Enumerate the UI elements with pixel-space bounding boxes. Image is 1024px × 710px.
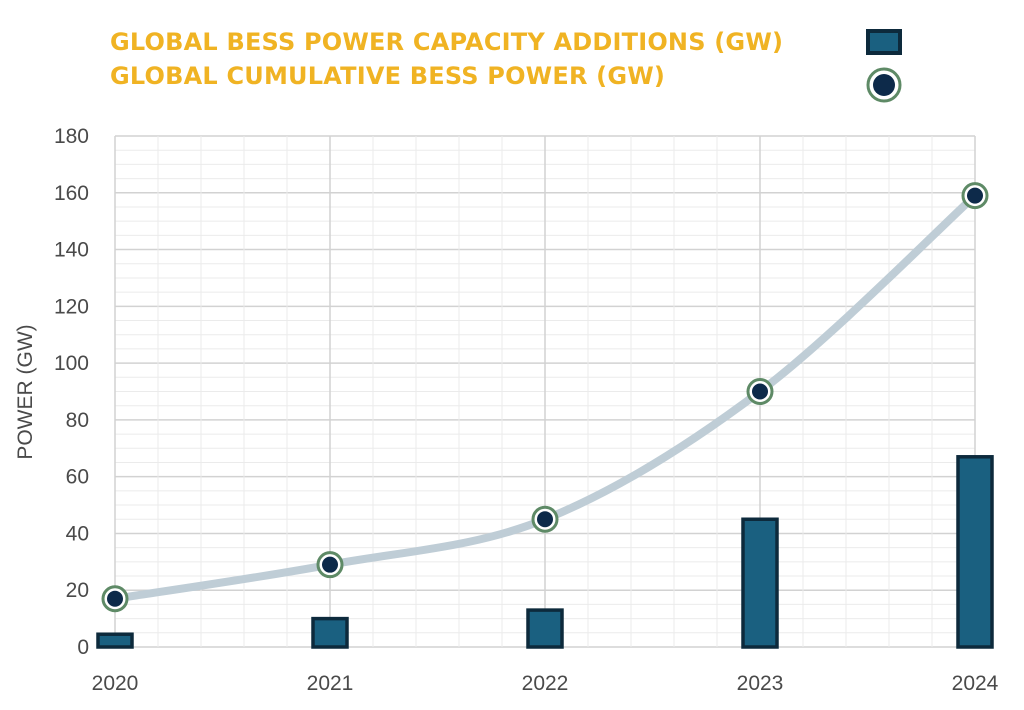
y-axis-title: POWER (GW) <box>14 324 37 459</box>
point-cumulative <box>531 505 559 533</box>
x-tick-label: 2021 <box>307 672 354 695</box>
bar-additions <box>956 455 994 649</box>
y-tick-label: 180 <box>54 125 89 148</box>
y-tick-label: 140 <box>54 239 89 262</box>
line-cumulative-path <box>111 191 979 603</box>
y-tick-label: 60 <box>66 466 89 489</box>
y-tick-label: 0 <box>77 636 89 659</box>
x-tick-label: 2020 <box>92 672 139 695</box>
bar-additions <box>741 517 779 649</box>
legend-label-cumulative: GLOBAL CUMULATIVE BESS POWER (GW) <box>110 62 666 90</box>
y-axis-ticks: 0 20 40 60 80 100 120 140 160 180 <box>54 125 89 659</box>
legend-label-additions: GLOBAL BESS POWER CAPACITY ADDITIONS (GW… <box>110 28 784 56</box>
points-cumulative <box>101 182 989 613</box>
bars-additions <box>96 455 994 649</box>
point-cumulative <box>961 182 989 210</box>
bar-additions <box>311 616 349 649</box>
x-tick-label: 2024 <box>952 672 999 695</box>
y-tick-label: 40 <box>66 522 89 545</box>
legend-swatch-additions <box>866 29 902 55</box>
point-cumulative <box>316 551 344 579</box>
y-tick-label: 160 <box>54 182 89 205</box>
x-tick-label: 2022 <box>522 672 569 695</box>
grid <box>114 135 976 648</box>
x-axis-ticks: 2020 2021 2022 2023 2024 <box>92 672 999 695</box>
line-cumulative <box>111 191 979 603</box>
bar-additions <box>96 632 134 649</box>
point-cumulative <box>101 585 129 613</box>
legend-swatch-cumulative <box>866 67 902 103</box>
point-cumulative <box>746 378 774 405</box>
y-tick-label: 120 <box>54 295 89 318</box>
x-tick-label: 2023 <box>737 672 784 695</box>
bar-additions <box>526 608 564 649</box>
y-tick-label: 80 <box>66 409 89 432</box>
y-tick-label: 100 <box>54 352 89 375</box>
y-tick-label: 20 <box>66 579 89 602</box>
